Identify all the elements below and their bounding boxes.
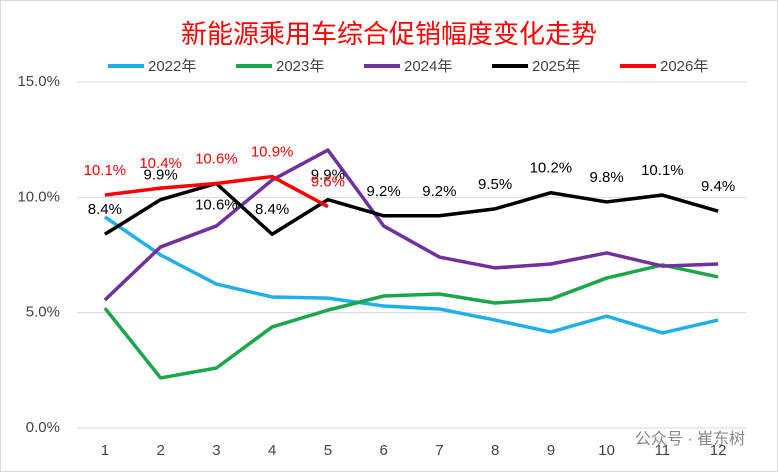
y-tick-label: 0.0% — [26, 419, 60, 436]
legend-label: 2025年 — [532, 58, 580, 75]
data-label: 10.1% — [641, 162, 684, 179]
series-line — [103, 181, 719, 236]
x-tick-label: 2 — [156, 442, 164, 459]
data-label: 9.9% — [311, 167, 345, 184]
data-label: 10.9% — [251, 144, 294, 161]
y-tick-label: 5.0% — [26, 304, 60, 321]
data-label: 8.4% — [88, 201, 122, 218]
data-label: 9.6% — [311, 174, 345, 191]
data-label: 9.4% — [701, 178, 735, 195]
series-line — [104, 174, 329, 209]
data-label: 9.2% — [367, 183, 401, 200]
x-tick-label: 11 — [655, 442, 671, 459]
legend-label: 2026年 — [660, 58, 708, 75]
watermark: 公众号 · 崔东树 — [635, 430, 745, 448]
y-tick-label: 10.0% — [17, 188, 60, 205]
data-label: 10.1% — [84, 162, 127, 179]
data-label: 9.8% — [590, 169, 624, 186]
x-tick-label: 6 — [379, 442, 387, 459]
data-label: 9.9% — [144, 167, 178, 184]
x-tick-label: 7 — [435, 442, 443, 459]
series-line — [103, 215, 719, 335]
data-label: 8.4% — [255, 201, 289, 218]
x-tick-label: 8 — [491, 442, 499, 459]
data-label: 9.2% — [422, 183, 456, 200]
y-tick-label: 15.0% — [17, 73, 60, 90]
data-label: 10.2% — [530, 160, 573, 177]
x-tick-label: 9 — [547, 442, 555, 459]
data-label: 10.6% — [195, 196, 238, 213]
legend-label: 2024年 — [404, 58, 452, 75]
x-tick-label: 12 — [710, 442, 727, 459]
legend-label: 2022年 — [148, 58, 196, 75]
data-label: 9.5% — [478, 176, 512, 193]
data-label: 10.4% — [139, 155, 182, 172]
x-tick-label: 10 — [598, 442, 615, 459]
legend-label: 2023年 — [276, 58, 324, 75]
x-tick-label: 4 — [268, 442, 276, 459]
series-line — [103, 148, 719, 302]
data-label: 10.6% — [195, 150, 238, 167]
series-line — [103, 263, 719, 380]
x-tick-label: 5 — [324, 442, 332, 459]
chart-title: 新能源乘用车综合促销幅度变化走势 — [181, 19, 597, 49]
x-tick-label: 3 — [212, 442, 220, 459]
x-tick-label: 1 — [101, 442, 109, 459]
